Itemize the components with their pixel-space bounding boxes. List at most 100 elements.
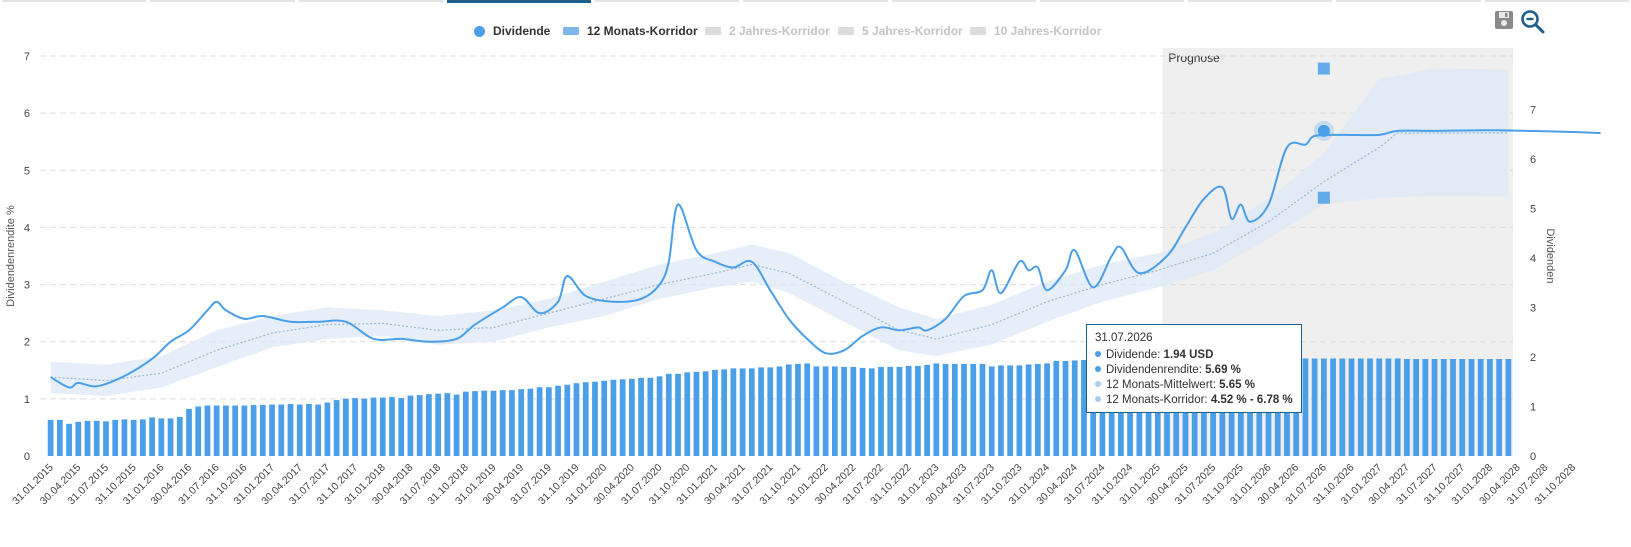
legend-item-12-monats-korridor[interactable]: 12 Monats-Korridor bbox=[563, 24, 698, 38]
dividend-bar bbox=[795, 363, 801, 456]
dividend-bar bbox=[712, 369, 718, 456]
dividend-bar bbox=[1062, 360, 1069, 456]
dividend-bar bbox=[416, 395, 423, 456]
dividend-bar bbox=[758, 367, 764, 456]
dividend-bar bbox=[592, 381, 598, 456]
y-tick-label-left: 3 bbox=[24, 280, 30, 292]
dividend-bar bbox=[176, 416, 183, 456]
tooltip-label: 12 Monats-Mittelwert: bbox=[1106, 379, 1220, 391]
dividend-bar bbox=[665, 373, 672, 456]
dividend-bar bbox=[545, 387, 552, 456]
dividend-bar bbox=[730, 368, 737, 456]
dividend-bar bbox=[767, 367, 774, 456]
tab-6[interactable] bbox=[891, 0, 1036, 2]
dividend-bar bbox=[979, 363, 986, 456]
dividend-bar bbox=[167, 418, 174, 456]
tab-7[interactable] bbox=[1039, 0, 1185, 2]
dividend-bar bbox=[1477, 358, 1484, 456]
zoom-out-button[interactable] bbox=[1520, 9, 1545, 34]
dividend-bar bbox=[619, 379, 626, 456]
dividend-bar bbox=[315, 404, 322, 456]
dividend-bar bbox=[398, 398, 405, 456]
tab-0[interactable] bbox=[2, 0, 147, 2]
dividend-bar bbox=[739, 368, 746, 456]
dividend-bar bbox=[47, 419, 54, 456]
dividend-bar bbox=[1071, 360, 1078, 456]
dividend-bar bbox=[462, 391, 469, 456]
dividend-bar bbox=[1496, 358, 1503, 456]
legend-bar-icon bbox=[563, 27, 579, 35]
save-button[interactable] bbox=[1493, 9, 1515, 31]
dividend-bar bbox=[988, 366, 995, 456]
dividend-bar bbox=[103, 421, 109, 456]
y-tick-label-right: 2 bbox=[1530, 352, 1536, 364]
tab-strip bbox=[0, 0, 1631, 4]
legend-label: Dividende bbox=[493, 24, 551, 38]
dividend-bar bbox=[1431, 358, 1438, 456]
legend-label: 5 Jahres-Korridor bbox=[862, 24, 963, 38]
tab-4[interactable] bbox=[595, 0, 740, 2]
dividend-bar bbox=[342, 398, 349, 456]
tooltip-label: Dividendenrendite: bbox=[1106, 364, 1206, 376]
tab-1[interactable] bbox=[150, 0, 295, 2]
forecast-label: Prognose bbox=[1168, 51, 1220, 65]
tab-8[interactable] bbox=[1188, 0, 1333, 2]
dividend-bar bbox=[1505, 358, 1512, 456]
dividend-bar bbox=[951, 363, 958, 456]
dividend-bar bbox=[776, 366, 783, 456]
dividend-bar bbox=[1339, 358, 1346, 456]
y-tick-label-left: 1 bbox=[24, 394, 30, 406]
tab-5[interactable] bbox=[743, 0, 888, 2]
dividend-bar bbox=[693, 371, 700, 456]
dividend-bar bbox=[278, 404, 285, 456]
y-tick-label-right: 0 bbox=[1530, 451, 1536, 463]
dividend-bar bbox=[527, 388, 534, 456]
y-tick-label-left: 6 bbox=[24, 108, 30, 120]
dividend-bar bbox=[481, 390, 488, 456]
dividend-bar bbox=[721, 369, 728, 456]
dividend-bar bbox=[361, 398, 368, 456]
zoom-out-icon bbox=[1521, 10, 1545, 34]
dividend-bar bbox=[896, 366, 903, 456]
tooltip-value: 4.52 % - 6.78 % bbox=[1210, 394, 1293, 406]
corridor-mean-line bbox=[50, 132, 1509, 382]
dividend-bar bbox=[1302, 358, 1309, 456]
dividend-bar bbox=[389, 397, 395, 456]
bullet-icon bbox=[1095, 395, 1101, 402]
dividend-bar bbox=[629, 378, 635, 456]
y-tick-label-left: 7 bbox=[24, 51, 30, 63]
dividend-bar bbox=[1311, 358, 1318, 456]
dividend-bar bbox=[287, 404, 294, 456]
tooltip-value: 5.69 % bbox=[1205, 364, 1241, 376]
dividend-bar bbox=[1422, 358, 1429, 456]
tab-3[interactable] bbox=[446, 0, 592, 3]
bullet-icon bbox=[1095, 350, 1101, 357]
dividend-bar bbox=[1468, 358, 1475, 456]
highlight-upper-marker bbox=[1317, 62, 1330, 75]
tab-9[interactable] bbox=[1336, 0, 1481, 2]
dividend-bar bbox=[1034, 363, 1041, 456]
legend-item-2-jahres-korridor[interactable]: 2 Jahres-Korridor bbox=[705, 24, 830, 38]
dividend-bar bbox=[223, 405, 229, 456]
y-tick-label-left: 4 bbox=[24, 222, 30, 234]
dividend-bar bbox=[813, 366, 820, 456]
legend-label: 2 Jahres-Korridor bbox=[729, 24, 830, 38]
dividend-bar bbox=[610, 379, 617, 456]
dividend-bar bbox=[748, 368, 755, 456]
dividend-bar bbox=[702, 371, 709, 456]
dividend-bar bbox=[1016, 365, 1023, 456]
dividend-bar bbox=[324, 402, 331, 456]
legend-item-5-jahres-korridor[interactable]: 5 Jahres-Korridor bbox=[838, 24, 963, 38]
dividend-bar bbox=[1385, 358, 1392, 456]
tab-2[interactable] bbox=[298, 0, 443, 2]
tooltip-label: 12 Monats-Korridor: bbox=[1106, 394, 1211, 406]
tab-10[interactable] bbox=[1484, 0, 1629, 2]
dividend-bar bbox=[924, 364, 930, 456]
legend-item-dividende[interactable]: Dividende bbox=[474, 24, 550, 38]
dividend-bar bbox=[785, 364, 792, 456]
dividend-bar bbox=[1440, 358, 1447, 456]
dividend-bar bbox=[499, 390, 506, 456]
legend-item-10-jahres-korridor[interactable]: 10 Jahres-Korridor bbox=[970, 24, 1101, 38]
highlight-point bbox=[1317, 124, 1330, 137]
